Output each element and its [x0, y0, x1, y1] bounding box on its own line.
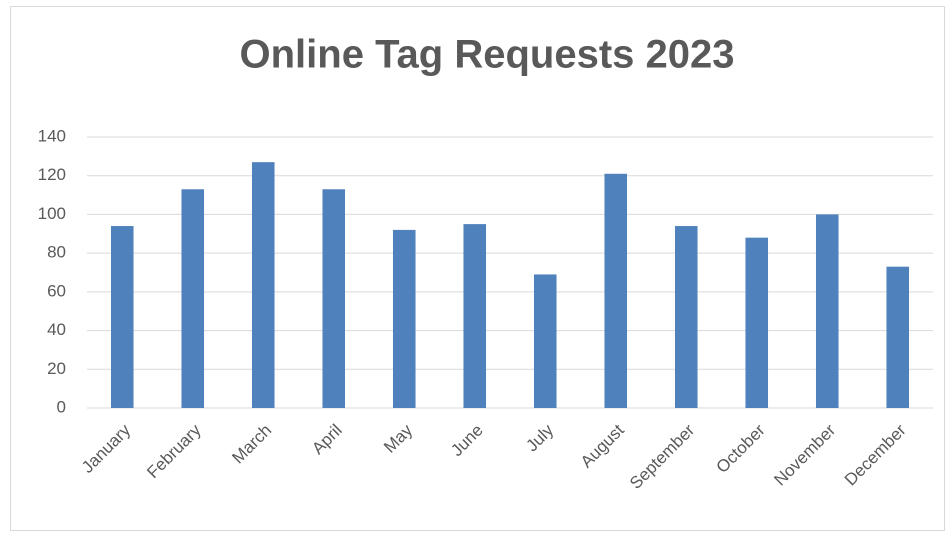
bar [392, 229, 416, 408]
bar [533, 274, 557, 408]
bar [674, 226, 698, 408]
y-tick-label: 120 [38, 165, 66, 184]
y-tick-label: 60 [47, 281, 66, 300]
bar [886, 266, 910, 408]
y-tick-label: 0 [57, 397, 66, 416]
y-tick-label: 40 [47, 320, 66, 339]
bar [604, 173, 628, 408]
chart-title: Online Tag Requests 2023 [240, 33, 735, 77]
y-tick-label: 20 [47, 359, 66, 378]
bar [745, 237, 769, 408]
bar [322, 189, 346, 408]
y-tick-label: 140 [38, 126, 66, 145]
bar [110, 226, 134, 408]
y-tick-label: 100 [38, 204, 66, 223]
bar [463, 224, 487, 408]
bar [251, 162, 275, 408]
y-tick-label: 80 [47, 243, 66, 262]
bar [815, 214, 839, 408]
bar [181, 189, 205, 408]
